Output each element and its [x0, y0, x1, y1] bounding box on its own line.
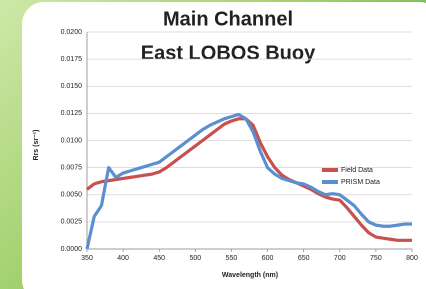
x-tick-label: 500 — [189, 255, 201, 262]
chart-title: Main Channel — [163, 8, 293, 30]
y-tick-label: 0.0150 — [61, 83, 83, 90]
x-tick-label: 600 — [262, 255, 274, 262]
y-tick-label: 0.0175 — [61, 56, 83, 63]
x-tick-label: 550 — [226, 255, 238, 262]
y-tick-label: 0.0025 — [61, 219, 83, 226]
x-tick-label: 400 — [117, 255, 129, 262]
y-tick-label: 0.0000 — [61, 246, 83, 253]
y-tick-label: 0.0075 — [61, 164, 83, 171]
y-axis-label: Rrs (sr⁻¹) — [33, 130, 40, 161]
x-tick-label: 350 — [81, 255, 93, 262]
y-tick-label: 0.0050 — [61, 192, 83, 199]
y-tick-label: 0.0200 — [61, 29, 83, 36]
chart-title: East LOBOS Buoy — [141, 42, 316, 64]
page: Main Channel East LOBOS Buoy Wavelength … — [0, 0, 426, 289]
legend-label: Field Data — [341, 167, 373, 174]
legend-label: PRISM Data — [341, 179, 380, 186]
x-axis-label: Wavelength (nm) — [222, 272, 278, 279]
x-tick-label: 450 — [153, 255, 165, 262]
x-tick-label: 700 — [334, 255, 346, 262]
chart: Main Channel East LOBOS Buoy Wavelength … — [0, 0, 426, 289]
x-tick-label: 800 — [406, 255, 418, 262]
y-tick-label: 0.0125 — [61, 110, 83, 117]
x-tick-label: 750 — [370, 255, 382, 262]
x-tick-label: 650 — [298, 255, 310, 262]
y-tick-label: 0.0100 — [61, 137, 83, 144]
